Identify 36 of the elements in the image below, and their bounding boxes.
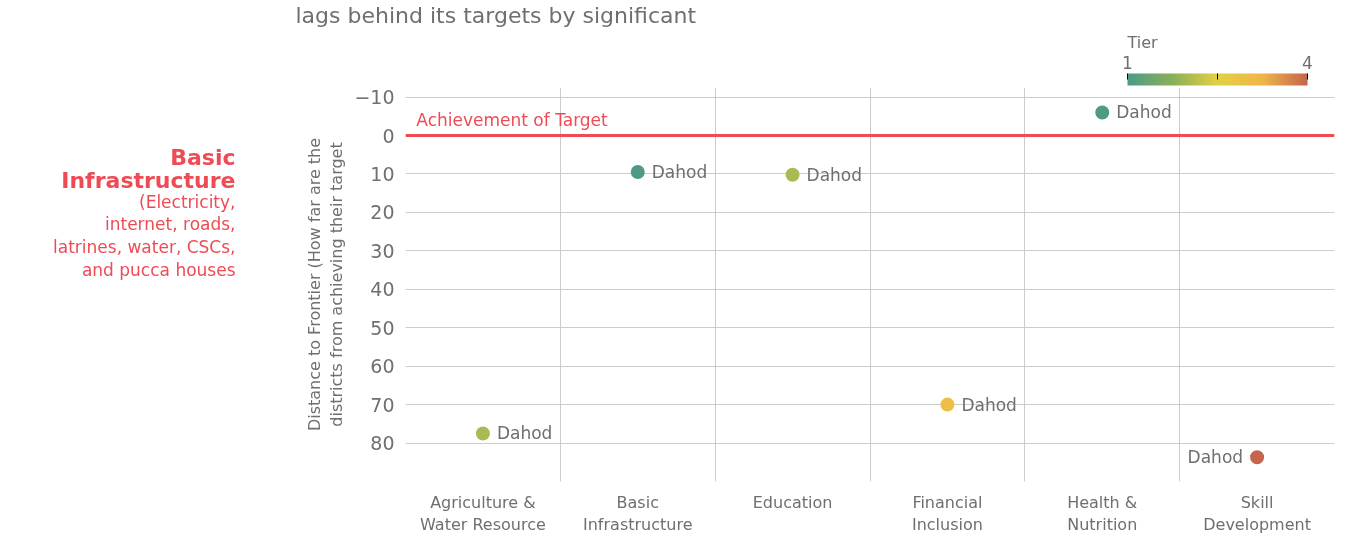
y-tick-label: 70 bbox=[370, 393, 395, 416]
y-tick-label: 60 bbox=[370, 355, 395, 378]
ref-line-label: Achievement of Target bbox=[416, 109, 609, 130]
y-tick-label: 20 bbox=[370, 201, 395, 224]
annotation: Dahod bbox=[806, 164, 863, 185]
y-tick-label: 40 bbox=[370, 278, 395, 301]
annotation: Dahod bbox=[651, 162, 708, 183]
x-tick-label: Financial Inclusion bbox=[911, 492, 983, 535]
annotation: Dahod bbox=[1187, 447, 1244, 468]
legend-title: Tier bbox=[1126, 32, 1159, 52]
annotation: Dahod bbox=[961, 394, 1017, 415]
y-tick-label: 0 bbox=[382, 124, 395, 147]
annotation: Dahod bbox=[496, 423, 553, 444]
color-bar-label: 1 bbox=[1122, 52, 1133, 73]
y-tick-label: −10 bbox=[354, 86, 395, 109]
point bbox=[475, 426, 490, 441]
x-tick-label: Education bbox=[752, 492, 833, 512]
point bbox=[630, 165, 645, 180]
point bbox=[1250, 450, 1265, 465]
chart-title: lags behind its targets by significant bbox=[295, 2, 697, 28]
text: Basic Infrastructure bbox=[61, 144, 236, 194]
point bbox=[940, 397, 955, 412]
point bbox=[1095, 105, 1110, 120]
annotation: Dahod bbox=[1116, 102, 1172, 123]
y-tick-label: 50 bbox=[370, 316, 395, 339]
y-tick-label: 80 bbox=[370, 432, 395, 455]
x-tick-label: Basic Infrastructure bbox=[583, 492, 693, 535]
x-tick-label: Skill Development bbox=[1203, 492, 1311, 535]
y-axis-title: Distance to Frontier (How far are the districts from achieving their target bbox=[304, 137, 347, 432]
point bbox=[785, 167, 800, 182]
y-tick-label: 30 bbox=[370, 239, 395, 262]
x-tick-label: Agriculture & Water Resource bbox=[420, 492, 546, 535]
color-bar-label: 4 bbox=[1302, 52, 1313, 73]
x-tick-label: Health & Nutrition bbox=[1067, 492, 1138, 535]
y-tick-label: 10 bbox=[370, 162, 395, 185]
text: (Electricity, internet, roads, latrines, water, CSCs, and pucca houses bbox=[53, 191, 236, 280]
